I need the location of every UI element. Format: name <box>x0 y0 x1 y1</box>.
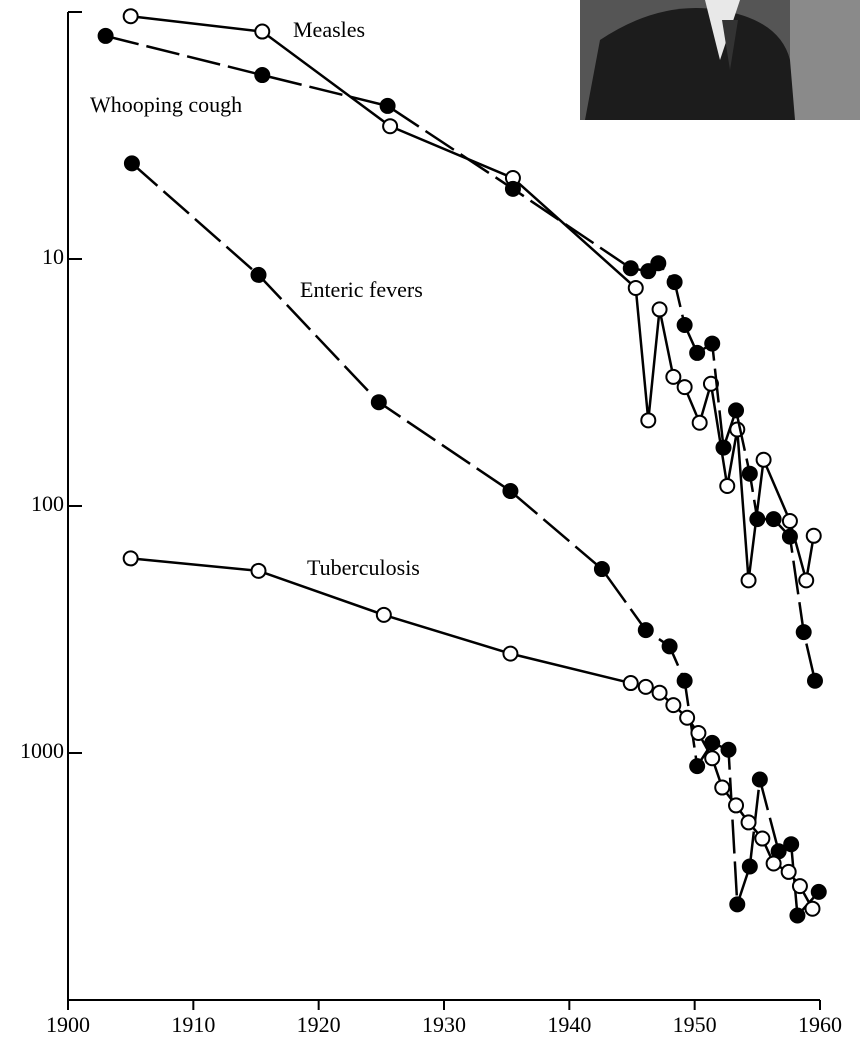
data-point <box>783 836 800 853</box>
data-point <box>676 672 693 689</box>
data-point <box>780 863 797 880</box>
data-point <box>806 672 823 689</box>
x-tick-label: 1960 <box>798 1012 842 1037</box>
data-point <box>622 675 639 692</box>
data-point <box>665 697 682 714</box>
data-point <box>254 67 271 84</box>
data-point <box>379 97 396 114</box>
data-point <box>593 561 610 578</box>
data-point <box>729 896 746 913</box>
data-point <box>97 27 114 44</box>
data-point <box>622 260 639 277</box>
data-point <box>661 638 678 655</box>
data-point <box>250 562 267 579</box>
data-point <box>690 725 707 742</box>
series-line <box>130 14 815 581</box>
data-point <box>665 368 682 385</box>
data-point <box>370 394 387 411</box>
data-point <box>781 528 798 545</box>
data-point <box>781 512 798 529</box>
series-label: Tuberculosis <box>307 555 420 580</box>
data-point <box>676 316 693 333</box>
data-point <box>651 301 668 318</box>
data-point <box>728 797 745 814</box>
x-tick-label: 1940 <box>547 1012 591 1037</box>
data-point <box>754 830 771 847</box>
data-point <box>123 155 140 172</box>
data-point <box>250 266 267 283</box>
data-point <box>795 624 812 641</box>
data-point <box>805 527 822 544</box>
data-point <box>504 180 521 197</box>
series-label: Measles <box>293 17 365 42</box>
data-point <box>689 758 706 775</box>
data-point <box>502 483 519 500</box>
series-line <box>105 34 817 682</box>
data-point <box>702 375 719 392</box>
data-point <box>637 622 654 639</box>
data-point <box>627 279 644 296</box>
x-tick-label: 1930 <box>422 1012 466 1037</box>
photo <box>580 0 860 120</box>
data-point <box>640 412 657 429</box>
data-point <box>651 684 668 701</box>
data-point <box>122 550 139 567</box>
x-tick-label: 1900 <box>46 1012 90 1037</box>
data-point <box>765 855 782 872</box>
x-tick-label: 1910 <box>171 1012 215 1037</box>
data-point <box>798 572 815 589</box>
data-point <box>254 23 271 40</box>
data-point <box>691 414 708 431</box>
data-point <box>689 344 706 361</box>
data-point <box>704 335 721 352</box>
y-tick-label: 100 <box>31 491 64 516</box>
data-point <box>375 606 392 623</box>
data-point <box>719 478 736 495</box>
data-point <box>740 572 757 589</box>
data-point <box>676 379 693 396</box>
series-line <box>131 162 820 919</box>
data-point <box>741 858 758 875</box>
y-tick-label: 1000 <box>20 738 64 763</box>
data-point <box>728 402 745 419</box>
data-point <box>740 814 757 831</box>
data-point <box>714 779 731 796</box>
data-point <box>751 771 768 788</box>
x-tick-label: 1920 <box>297 1012 341 1037</box>
data-point <box>804 900 821 917</box>
data-point <box>704 750 721 767</box>
series-label: Whooping cough <box>90 92 242 117</box>
data-point <box>810 883 827 900</box>
data-point <box>791 878 808 895</box>
x-tick-label: 1950 <box>673 1012 717 1037</box>
data-point <box>720 741 737 758</box>
data-point <box>637 678 654 695</box>
data-point <box>382 118 399 135</box>
data-point <box>741 465 758 482</box>
data-point <box>715 439 732 456</box>
data-point <box>502 645 519 662</box>
series-label: Enteric fevers <box>300 277 423 302</box>
y-tick-label: 10 <box>42 244 64 269</box>
data-point <box>789 907 806 924</box>
data-point <box>679 709 696 726</box>
data-point <box>666 274 683 291</box>
series-line <box>130 557 814 910</box>
data-point <box>650 255 667 272</box>
data-point <box>765 511 782 528</box>
data-point <box>755 451 772 468</box>
data-point <box>749 511 766 528</box>
data-point <box>122 8 139 25</box>
